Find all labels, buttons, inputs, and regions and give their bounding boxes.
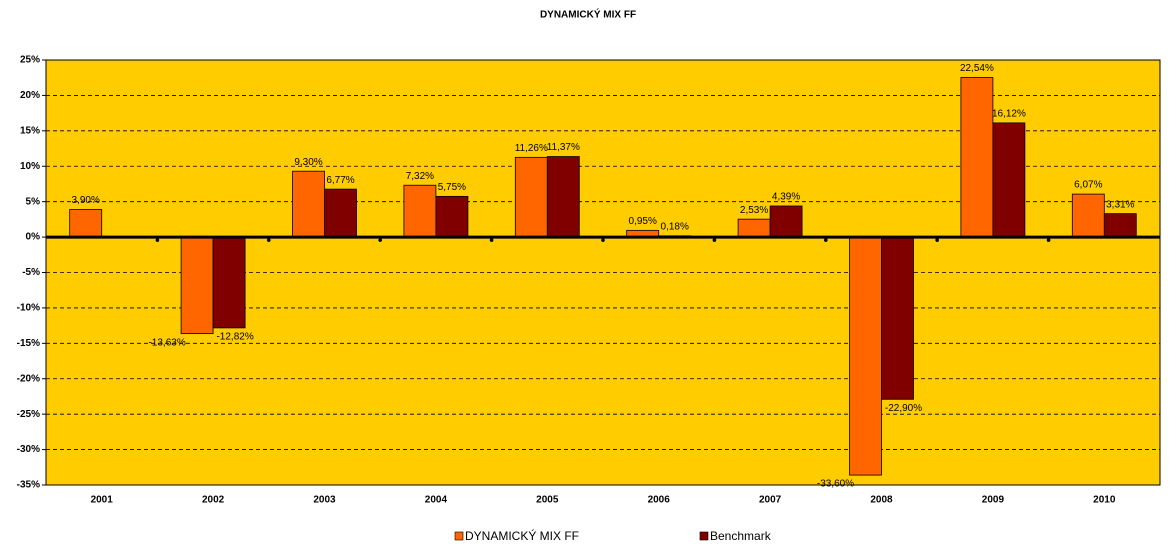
category-divider	[267, 238, 271, 242]
bar	[435, 195, 469, 238]
bar	[212, 236, 246, 329]
category-divider	[155, 238, 160, 242]
x-tick-label: 2008	[870, 495, 893, 506]
value-label: 0,18%	[661, 221, 689, 232]
value-label: 22,54%	[960, 63, 994, 74]
bar	[180, 236, 214, 335]
legend-swatch	[454, 531, 464, 541]
bar	[737, 218, 771, 238]
value-label: 5,75%	[438, 182, 466, 193]
value-label: 3,31%	[1106, 199, 1134, 210]
bar	[1071, 193, 1105, 238]
y-tick-label: 25%	[20, 55, 40, 66]
category-divider	[824, 238, 828, 242]
value-label: 4,39%	[772, 192, 800, 203]
bar	[546, 156, 580, 238]
bar	[403, 184, 437, 238]
y-tick-label: -5%	[22, 267, 40, 278]
category-divider	[378, 238, 383, 242]
y-tick-label: -35%	[17, 480, 40, 491]
value-label: 9,30%	[294, 157, 322, 168]
bar	[292, 170, 325, 238]
value-label: 2,53%	[740, 205, 768, 216]
x-tick-label: 2004	[425, 495, 448, 506]
y-tick-label: -30%	[17, 444, 40, 455]
legend-label: DYNAMICKÝ MIX FF	[465, 528, 579, 543]
y-tick-label: -20%	[17, 373, 40, 384]
value-label: -12,82%	[216, 332, 253, 343]
x-tick-label: 2003	[313, 495, 336, 506]
y-tick-label: -15%	[17, 338, 40, 349]
x-tick-label: 2006	[648, 495, 671, 506]
category-divider	[489, 238, 494, 242]
y-tick-label: 0%	[26, 232, 41, 243]
x-tick-label: 2001	[91, 495, 114, 506]
value-label: -13,63%	[148, 337, 185, 348]
y-tick-label: 5%	[26, 196, 41, 207]
bar	[769, 205, 803, 238]
x-tick-label: 2010	[1093, 495, 1116, 506]
x-tick-label: 2005	[536, 495, 559, 506]
bar	[960, 77, 994, 238]
y-tick-label: 15%	[20, 125, 40, 136]
value-label: 11,26%	[515, 143, 548, 154]
category-divider	[935, 238, 939, 242]
x-tick-label: 2002	[202, 495, 225, 506]
y-tick-label: -25%	[17, 409, 40, 420]
bar	[849, 236, 882, 476]
value-label: 0,95%	[629, 216, 657, 227]
bar	[324, 188, 357, 238]
x-tick-label: 2009	[982, 495, 1005, 506]
category-divider	[601, 238, 605, 242]
bar	[992, 122, 1026, 238]
y-tick-label: 10%	[20, 161, 40, 172]
value-label: -22,90%	[885, 403, 922, 414]
legend-swatch	[699, 531, 709, 541]
category-divider	[712, 238, 717, 242]
y-tick-label: 20%	[20, 90, 40, 101]
bar	[1103, 213, 1137, 238]
value-label: 6,07%	[1074, 180, 1102, 191]
chart-title: DYNAMICKÝ MIX FF	[540, 8, 636, 21]
value-label: 16,12%	[992, 109, 1026, 120]
value-label: -33,60%	[817, 479, 854, 490]
legend-label: Benchmark	[710, 529, 772, 543]
value-label: 11,37%	[547, 142, 580, 153]
bar	[881, 236, 914, 400]
bar	[514, 156, 548, 238]
value-label: 7,32%	[406, 171, 434, 182]
bar	[69, 209, 103, 238]
y-tick-label: -10%	[17, 303, 40, 314]
x-tick-label: 2007	[759, 495, 782, 506]
value-label: 6,77%	[326, 175, 354, 186]
value-label: 3,90%	[72, 195, 100, 206]
category-divider	[1046, 238, 1051, 242]
